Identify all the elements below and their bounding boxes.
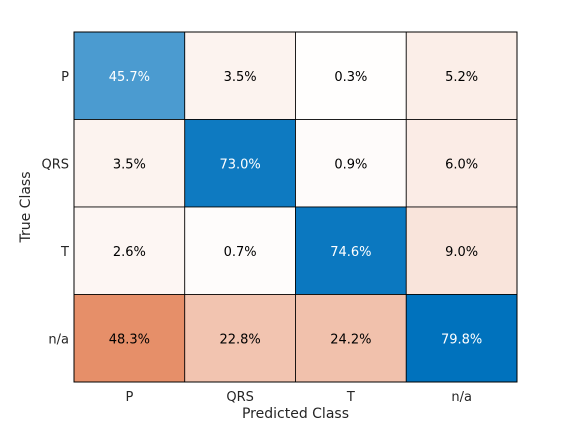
- cell-value-label: 48.3%: [109, 332, 150, 347]
- plot-border: [73, 31, 518, 383]
- heatmap-cell: [405, 206, 518, 295]
- heatmap-cell: [73, 294, 186, 383]
- y-tick-label: P: [61, 70, 69, 85]
- y-tick-labels: P QRS Tn/a: [41, 70, 69, 348]
- y-tick-label: n/a: [48, 332, 69, 347]
- heatmap-cells: [73, 31, 518, 383]
- x-tick-label: n/a: [451, 390, 472, 405]
- cell-value-label: 0.3%: [334, 70, 367, 85]
- heatmap-cell: [73, 31, 186, 120]
- heatmap-cell: [184, 31, 296, 120]
- heatmap-cell: [73, 119, 186, 208]
- heatmap-cell: [184, 119, 296, 208]
- heatmap-cell: [184, 294, 296, 383]
- x-axis-label: Predicted Class: [242, 406, 349, 422]
- cell-value-label: 45.7%: [109, 70, 150, 85]
- cell-value-label: 3.5%: [113, 157, 146, 172]
- y-tick-label: QRS: [41, 157, 69, 172]
- y-axis-label: True Class: [18, 171, 34, 243]
- cell-value-label: 9.0%: [445, 245, 478, 260]
- x-tick-label: P: [125, 390, 133, 405]
- x-tick-label: QRS: [226, 390, 254, 405]
- cell-value-label: 5.2%: [445, 70, 478, 85]
- cell-value-label: 73.0%: [219, 157, 260, 172]
- heatmap-cell: [405, 31, 518, 120]
- heatmap-cell: [295, 294, 407, 383]
- heatmap-cell: [405, 294, 518, 383]
- heatmap-cell-labels: 45.7% 3.5% 0.3% 5.2% 3.5% 73.0% 0.9% 6.0% 2.6% 0.…: [109, 70, 483, 348]
- cell-value-label: 3.5%: [224, 70, 257, 85]
- cell-value-label: 24.2%: [330, 332, 371, 347]
- cell-value-label: 0.9%: [334, 157, 367, 172]
- cell-value-label: 0.7%: [224, 245, 257, 260]
- y-tick-label: T: [60, 245, 69, 260]
- cell-value-label: 79.8%: [441, 332, 482, 347]
- cell-value-label: 6.0%: [445, 157, 478, 172]
- x-tick-label: T: [346, 390, 355, 405]
- heatmap-cell: [184, 206, 296, 295]
- heatmap-cell: [405, 119, 518, 208]
- cell-value-label: 74.6%: [330, 245, 371, 260]
- cell-value-label: 22.8%: [219, 332, 260, 347]
- cell-value-label: 2.6%: [113, 245, 146, 260]
